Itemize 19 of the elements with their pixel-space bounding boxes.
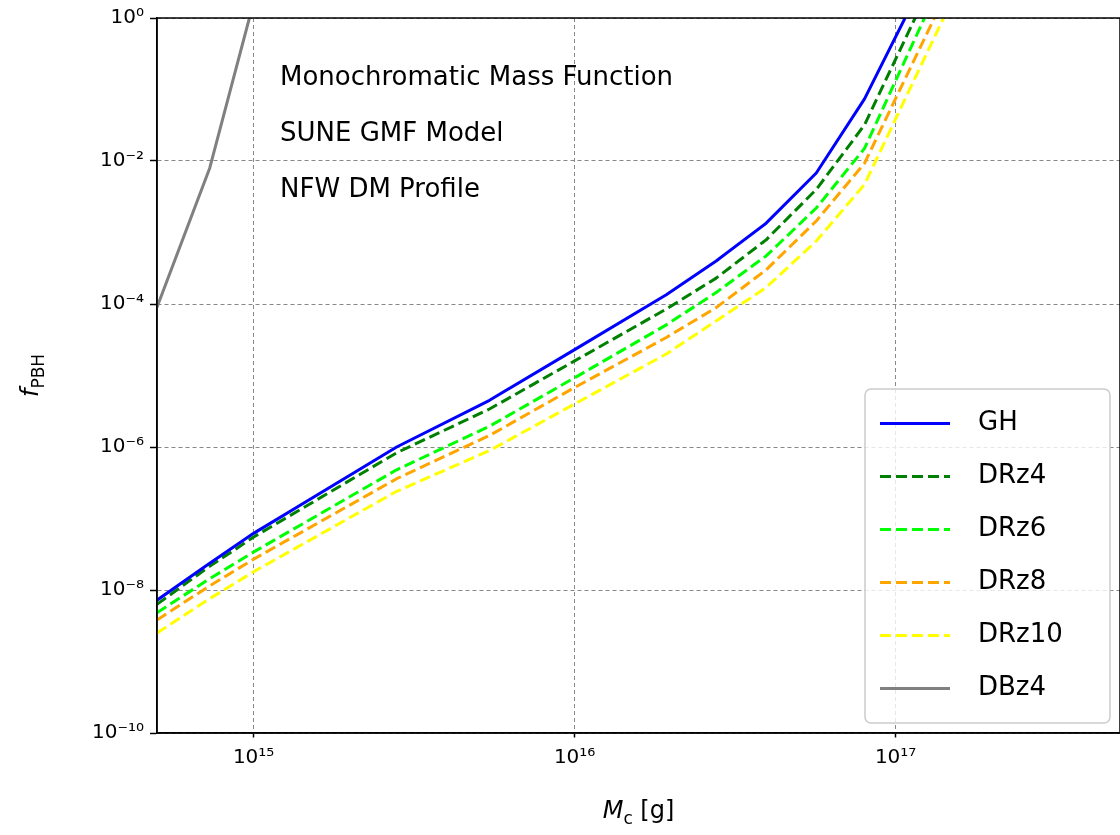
x-tick-label: 10¹⁵ (232, 744, 275, 769)
y-tick-label: 10⁻² (99, 147, 144, 172)
legend-label: GH (978, 406, 1018, 437)
legend-label: DRz6 (978, 512, 1047, 543)
y-tick-label: 10⁻¹⁰ (91, 719, 144, 744)
y-tick-label: 10⁰ (110, 4, 144, 29)
legend-label: DBz4 (978, 671, 1047, 702)
legend-label: DRz4 (978, 459, 1047, 490)
y-tick-label: 10⁻⁴ (99, 290, 144, 315)
y-tick-label: 10⁻⁸ (99, 576, 144, 601)
annotation: NFW DM Profile (280, 172, 480, 203)
annotation: SUNE GMF Model (280, 116, 504, 147)
legend-label: DRz8 (978, 565, 1047, 596)
annotation: Monochromatic Mass Function (280, 60, 674, 91)
y-axis-title: fPBH (16, 353, 48, 398)
y-tick-label: 10⁻⁶ (99, 433, 144, 458)
x-tick-label: 10¹⁶ (553, 744, 596, 769)
x-tick-label: 10¹⁷ (874, 744, 917, 769)
legend-label: DRz10 (978, 618, 1063, 649)
